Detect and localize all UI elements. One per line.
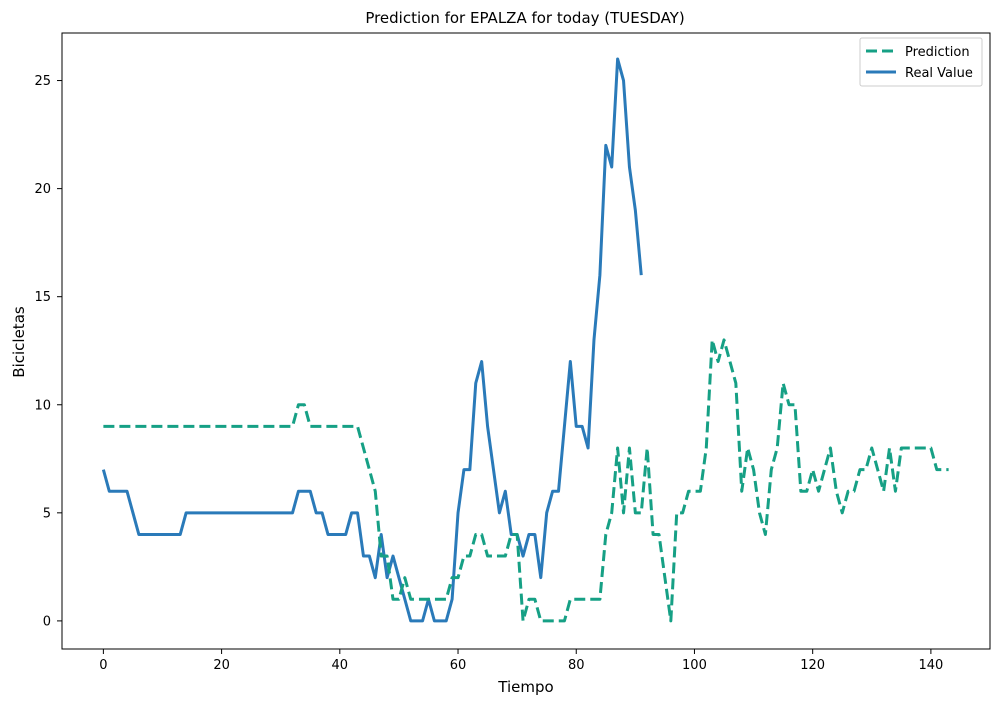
x-tick-label: 120 [800, 658, 825, 673]
series-lines [101, 57, 949, 623]
x-axis-ticks: 0 20 40 60 80 100 120 140 [99, 649, 943, 673]
x-tick-label: 60 [450, 658, 467, 673]
y-tick-label: 0 [43, 614, 51, 629]
x-tick-label: 80 [568, 658, 585, 673]
legend-label-real-value: Real Value [905, 66, 973, 81]
x-tick-label: 140 [918, 658, 943, 673]
y-tick-label: 15 [34, 290, 51, 305]
chart-title: Prediction for EPALZA for today (TUESDAY… [365, 9, 684, 27]
y-tick-label: 20 [34, 182, 51, 197]
y-tick-label: 25 [34, 74, 51, 89]
x-axis-label: Tiempo [497, 678, 553, 696]
series-line-real-value [101, 57, 643, 623]
chart-legend: Prediction Real Value [859, 37, 983, 87]
series-line-prediction [103, 338, 949, 623]
y-axis-ticks: 0 5 10 15 20 25 [34, 74, 62, 629]
x-tick-label: 100 [682, 658, 707, 673]
x-tick-label: 20 [213, 658, 230, 673]
y-tick-label: 5 [43, 506, 51, 521]
y-tick-label: 10 [34, 398, 51, 413]
x-tick-label: 0 [99, 658, 107, 673]
x-tick-label: 40 [332, 658, 349, 673]
legend-label-prediction: Prediction [905, 45, 970, 60]
y-axis-label: Bicicletas [10, 306, 28, 378]
plot-frame [61, 32, 991, 650]
